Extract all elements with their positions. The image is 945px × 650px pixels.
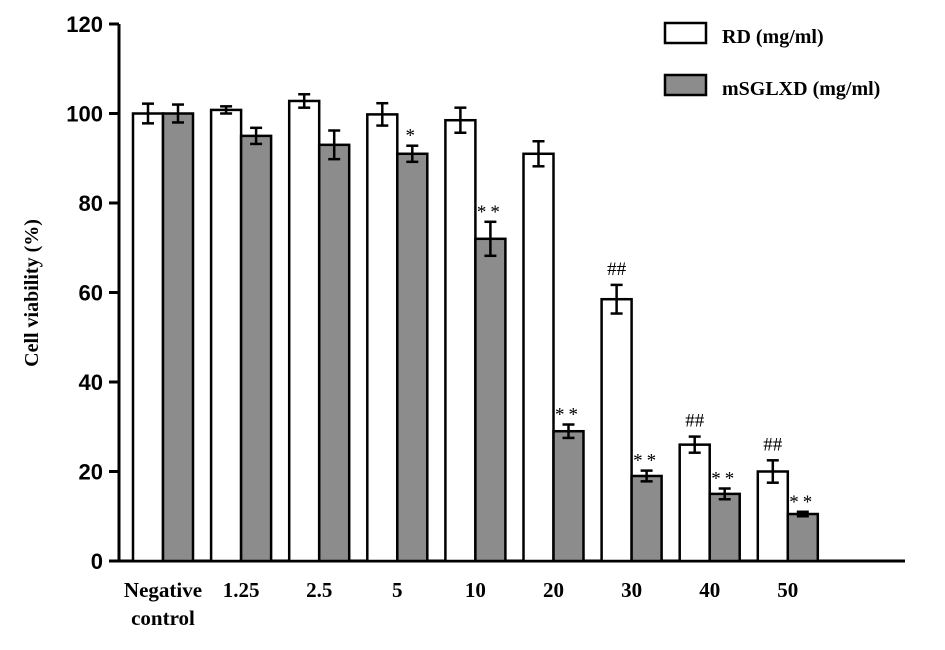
error-bar: [298, 93, 311, 109]
error-bar: [454, 106, 467, 134]
y-tick-label: 80: [79, 191, 103, 216]
error-bar: [328, 129, 341, 161]
y-tick-label: 100: [66, 102, 103, 127]
error-bar: [406, 144, 419, 164]
bar-rd: [600, 297, 633, 563]
x-tick-label-line: 1.25: [223, 578, 260, 602]
error-bar: [484, 220, 497, 258]
bar-msglxd: [474, 237, 507, 563]
bar-msglxd: [239, 134, 273, 563]
x-tick-label: 2.5: [306, 578, 332, 602]
error-bar: [142, 102, 154, 125]
error-bar: [376, 101, 389, 127]
significance-star: **: [711, 469, 738, 490]
bar-msglxd: [161, 112, 195, 563]
x-tick-label-line: 30: [621, 578, 642, 602]
bar-rd: [209, 108, 243, 563]
error-bar: [718, 487, 731, 501]
y-tick-label: 20: [79, 460, 103, 485]
y-tick-label: 60: [79, 281, 103, 306]
bar-msglxd: [552, 429, 585, 563]
x-tick-label: 50: [777, 578, 798, 602]
significance-star: **: [477, 202, 504, 223]
x-tick-label-line: 10: [465, 578, 486, 602]
legend: RD (mg/ml) mSGLXD (mg/ml): [663, 21, 880, 100]
bar-msglxd: [786, 512, 820, 563]
bar-rd: [756, 470, 790, 563]
bar-rd: [287, 99, 321, 563]
bar-rd: [444, 118, 477, 563]
legend-item: mSGLXD (mg/ml): [663, 73, 880, 100]
error-bar: [562, 423, 575, 440]
error-bar: [766, 459, 779, 484]
significance-star: **: [555, 405, 582, 426]
x-tick-label: Negative control: [124, 578, 202, 630]
error-bar: [688, 435, 701, 454]
legend-item: RD (mg/ml): [663, 21, 824, 48]
x-tick-label-line: 40: [699, 578, 720, 602]
bar-msglxd: [396, 152, 429, 563]
error-bar: [532, 139, 545, 168]
significance-hash: ##: [685, 411, 705, 432]
error-bar: [796, 510, 809, 518]
bar-rd: [678, 443, 711, 563]
error-bar: [610, 283, 623, 315]
legend-swatch: [663, 21, 708, 45]
y-tick-label: 40: [79, 370, 103, 395]
x-tick-label-line: 50: [777, 578, 798, 602]
x-tick-label: 1.25: [223, 578, 260, 602]
error-bars: [142, 93, 809, 518]
error-bar: [250, 126, 263, 146]
error-bar: [640, 469, 653, 483]
x-tick-label: 30: [621, 578, 642, 602]
bar-msglxd: [708, 492, 741, 563]
x-tick-label: 10: [465, 578, 486, 602]
x-tick-label: 40: [699, 578, 720, 602]
significance-annotations: ######***********: [406, 126, 816, 513]
bar-rd: [131, 112, 165, 563]
bar-msglxd: [317, 143, 351, 563]
x-tick-label-line: control: [131, 606, 195, 630]
significance-star: **: [789, 492, 816, 513]
y-axis-title: Cell viability (%): [21, 219, 43, 367]
significance-hash: ##: [763, 434, 783, 455]
significance-star: *: [406, 126, 420, 147]
x-tick-label: 5: [392, 578, 403, 602]
bar-rd: [366, 113, 399, 563]
bars: [131, 99, 820, 563]
y-tick-label: 120: [66, 12, 103, 37]
error-bar: [220, 105, 233, 115]
bar-msglxd: [630, 474, 663, 563]
y-axis: 0 20 40 60 80 100 120: [66, 12, 121, 574]
legend-swatch: [663, 73, 708, 97]
x-tick-label: 20: [543, 578, 564, 602]
x-axis: Negative control 1.25 2.5 5 10 20 30 40 50: [117, 559, 905, 630]
x-tick-label-line: Negative: [124, 578, 202, 602]
significance-hash: ##: [607, 259, 627, 280]
y-tick-label: 0: [91, 549, 103, 574]
legend-label: mSGLXD (mg/ml): [722, 78, 880, 100]
legend-label: RD (mg/ml): [722, 26, 824, 48]
significance-star: **: [633, 451, 660, 472]
bar-rd: [522, 152, 555, 563]
x-tick-label-line: 2.5: [306, 578, 332, 602]
x-tick-label-line: 20: [543, 578, 564, 602]
error-bar: [172, 103, 184, 124]
x-tick-label-line: 5: [392, 578, 403, 602]
